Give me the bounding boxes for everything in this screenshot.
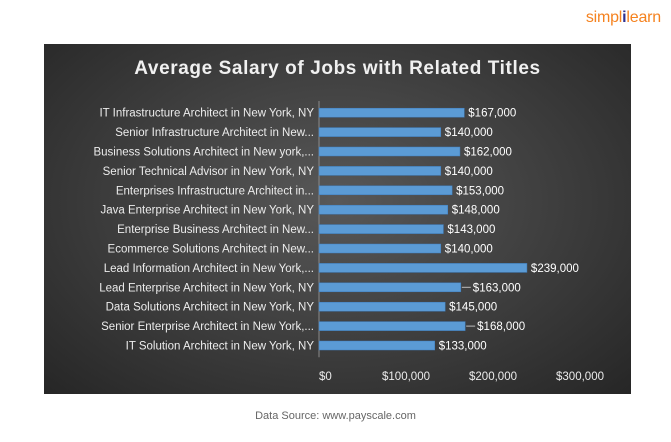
bar bbox=[318, 321, 466, 331]
category-label: Enterprises Infrastructure Architect in.… bbox=[116, 185, 314, 197]
bar bbox=[318, 224, 444, 234]
data-label: $140,000 bbox=[445, 244, 493, 256]
bar bbox=[318, 301, 446, 312]
chart-title: Average Salary of Jobs with Related Titl… bbox=[134, 58, 541, 79]
category-label: Enterprise Business Architect in New... bbox=[117, 224, 314, 236]
x-tick-label: $0 bbox=[319, 371, 332, 383]
x-tick-label: $300,000 bbox=[556, 371, 604, 383]
logo-text-separator: i bbox=[622, 9, 627, 26]
category-label: Data Solutions Architect in New York, NY bbox=[106, 302, 315, 314]
category-label: Lead Enterprise Architect in New York, N… bbox=[99, 282, 314, 294]
bar bbox=[318, 185, 453, 196]
bar bbox=[318, 340, 435, 351]
bar-chart: IT Infrastructure Architect in New York,… bbox=[93, 101, 604, 383]
data-label: $162,000 bbox=[464, 147, 512, 159]
category-label: Ecommerce Solutions Architect in New... bbox=[108, 244, 314, 256]
category-label: Business Solutions Architect in New york… bbox=[93, 147, 314, 159]
bar bbox=[318, 243, 442, 254]
category-label: Senior Infrastructure Architect in New..… bbox=[115, 127, 314, 139]
bar bbox=[318, 282, 462, 293]
x-tick-label: $100,000 bbox=[382, 371, 430, 383]
logo-text-right: learn bbox=[626, 9, 661, 26]
data-label: $148,000 bbox=[452, 205, 500, 217]
bar bbox=[318, 127, 442, 137]
simplilearn-logo: simplilearn bbox=[586, 9, 661, 27]
data-label: $163,000 bbox=[473, 282, 521, 294]
data-label: $168,000 bbox=[477, 321, 525, 333]
x-tick-label: $200,000 bbox=[469, 371, 517, 383]
category-label: Java Enterprise Architect in New York, N… bbox=[101, 205, 315, 217]
data-source-note: Data Source: www.payscale.com bbox=[255, 410, 416, 422]
data-label: $133,000 bbox=[439, 341, 487, 353]
category-label: Senior Technical Advisor in New York, NY bbox=[103, 166, 315, 178]
category-label: IT Infrastructure Architect in New York,… bbox=[99, 108, 314, 120]
data-label: $140,000 bbox=[445, 166, 493, 178]
bar bbox=[318, 166, 442, 176]
bar bbox=[318, 146, 461, 157]
data-label: $167,000 bbox=[468, 108, 516, 120]
chart-panel: Average Salary of Jobs with Related Titl… bbox=[44, 44, 631, 394]
logo-text-left: simpl bbox=[585, 9, 623, 26]
data-label: $143,000 bbox=[447, 224, 495, 236]
data-label: $140,000 bbox=[445, 127, 493, 139]
data-label: $239,000 bbox=[531, 263, 579, 275]
data-label: $145,000 bbox=[449, 302, 497, 314]
category-label: IT Solution Architect in New York, NY bbox=[126, 341, 315, 353]
category-label: Senior Enterprise Architect in New York,… bbox=[101, 321, 314, 333]
category-label: Lead Information Architect in New York,.… bbox=[104, 263, 314, 275]
bar bbox=[318, 107, 465, 118]
bar bbox=[318, 204, 449, 215]
data-label: $153,000 bbox=[456, 185, 504, 197]
bar bbox=[318, 263, 528, 273]
